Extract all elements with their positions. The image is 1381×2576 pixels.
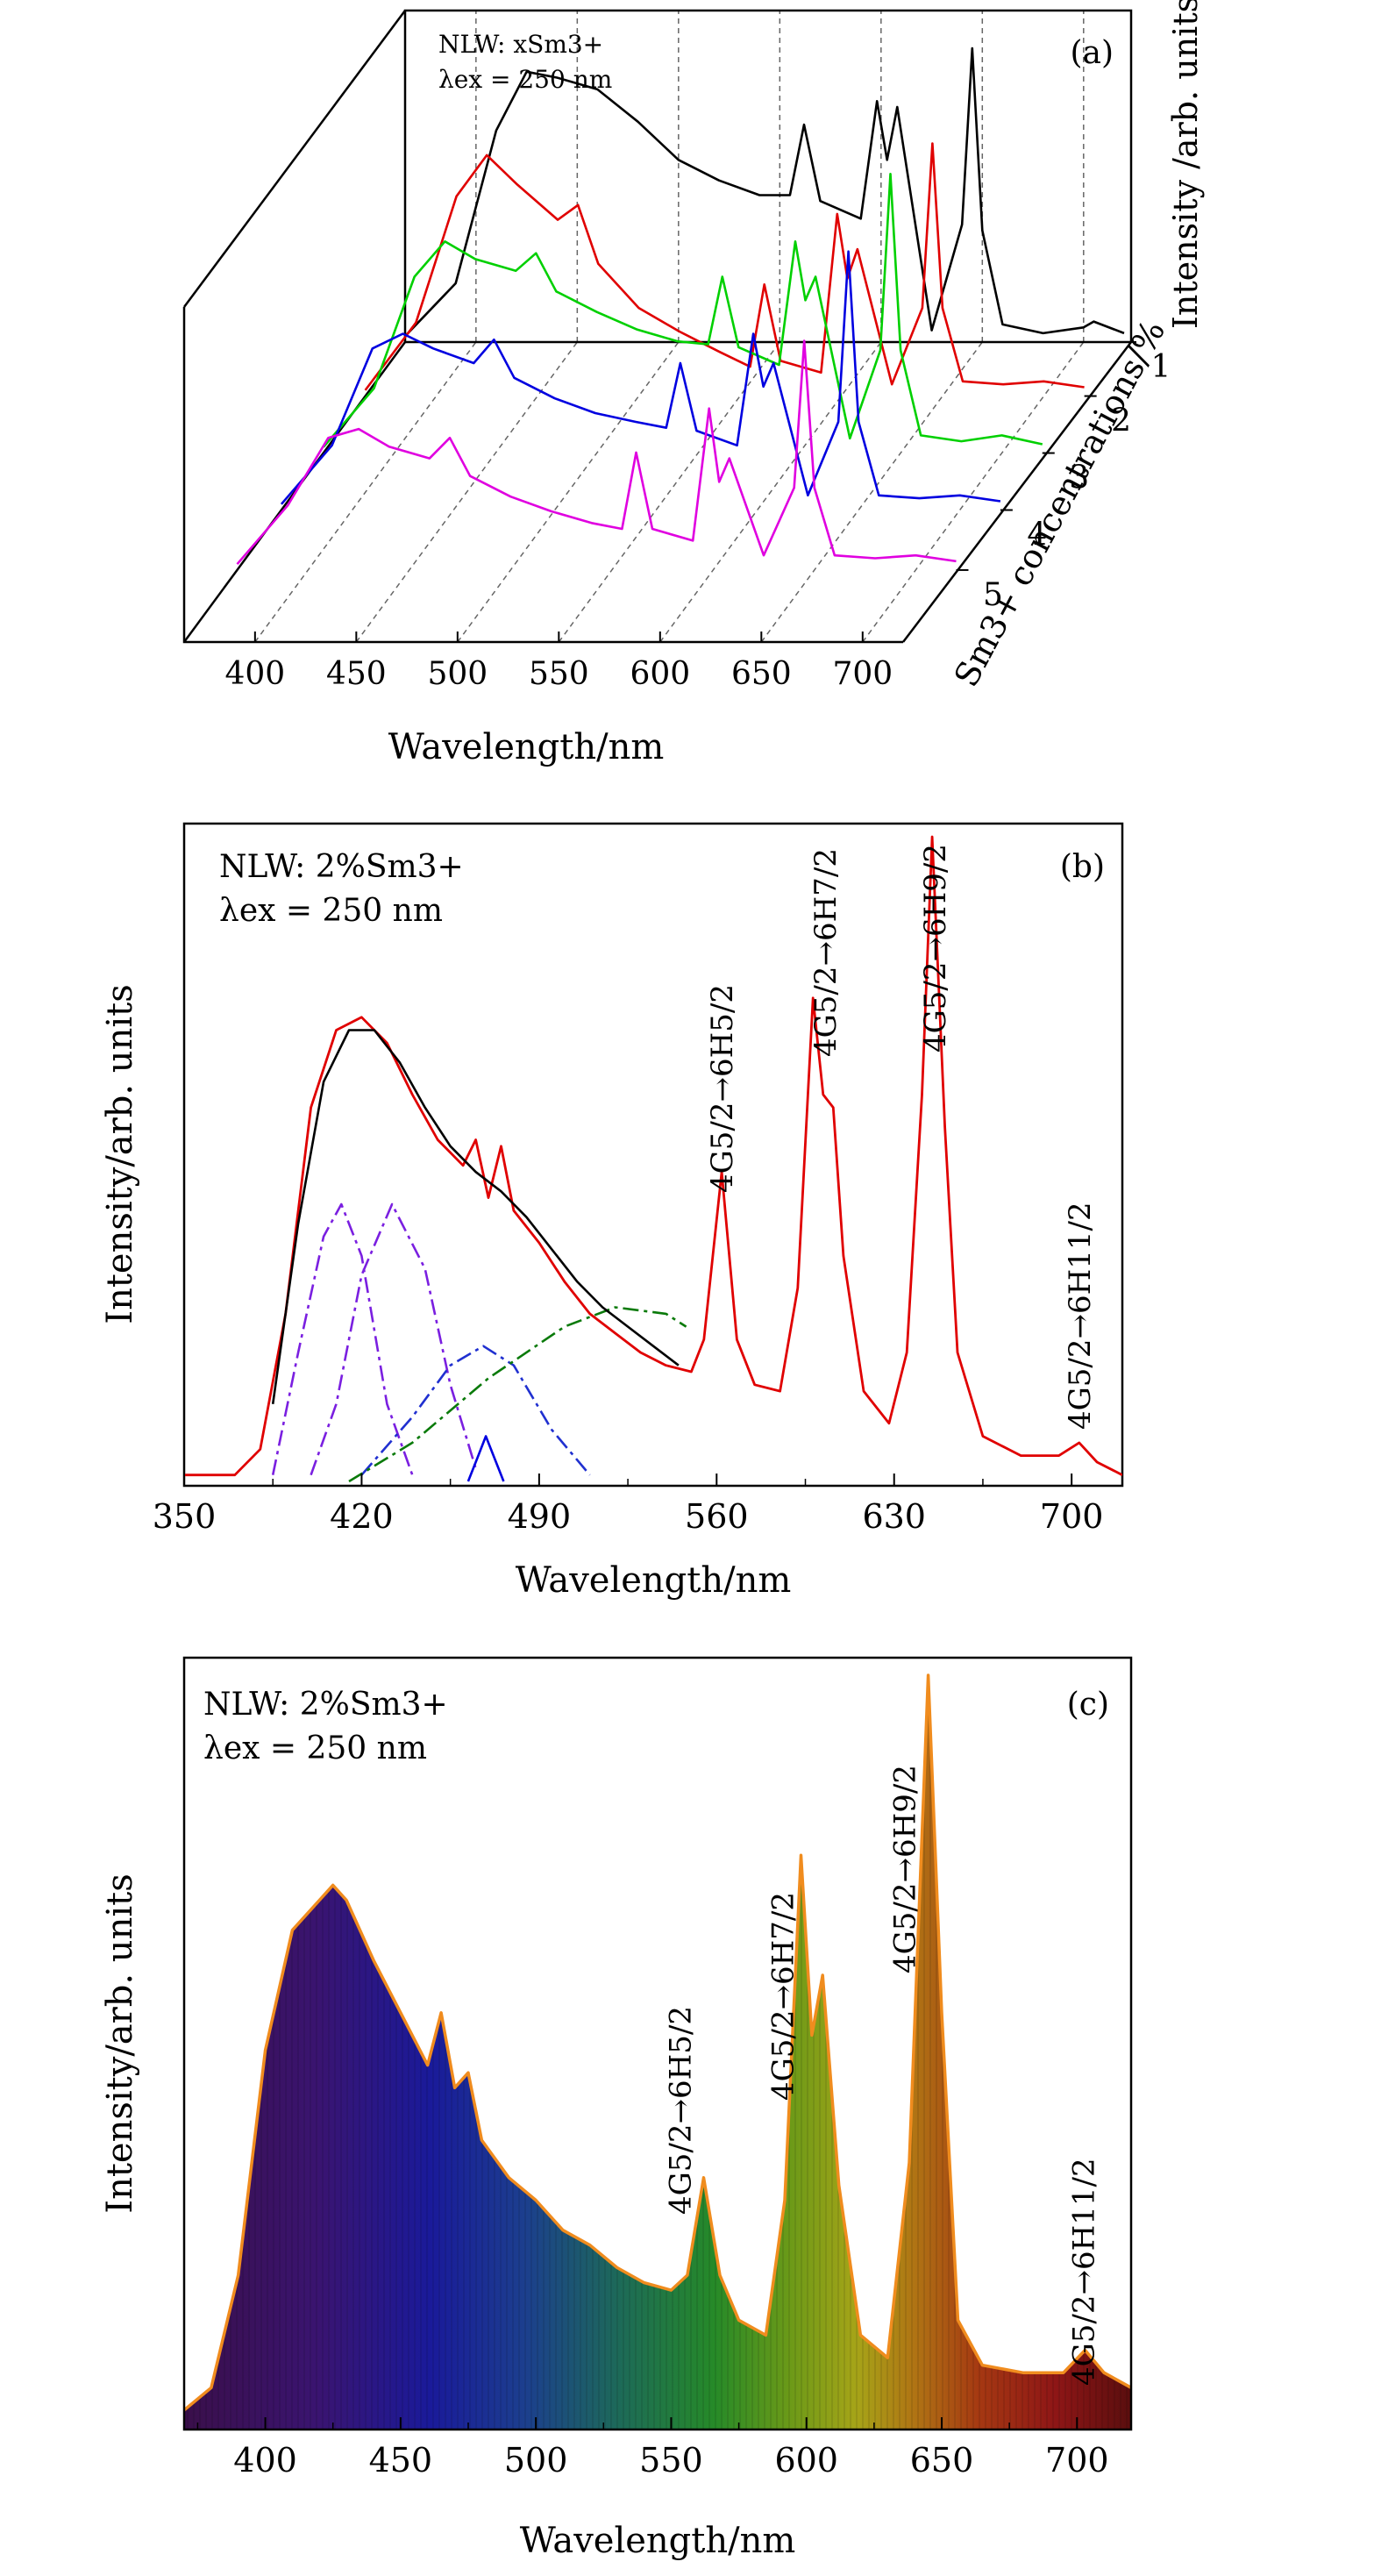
panel-b-y-axis-label: Intensity/arb. units [100,984,140,1324]
panel-b-x-tick-label: 350 [153,1497,217,1536]
panel-b-annotation-line-2: λex = 250 nm [219,893,443,929]
panel-b-x-axis-label: Wavelength/nm [516,1560,792,1601]
panel-a-x-tick-label: 550 [529,656,589,692]
panel-a-series-2 [364,142,1085,391]
panel-b-ticks: 350 420 490 560 630 700 [153,1474,1104,1536]
panel-c-x-tick-label: 600 [774,2441,838,2480]
panel-c-x-tick-label: 550 [639,2441,703,2480]
panel-b-peak-label: 4G5/2→6H11/2 [1063,1202,1098,1430]
panel-c-frame [182,1656,1133,2431]
panel-c-x-tick-label: 650 [910,2441,974,2480]
panel-c-peak-label: 4G5/2→6H11/2 [1067,2158,1102,2386]
panel-a-ticks: 400 450 500 550 600 650 700 [224,632,893,692]
panel-b-peak-label: 4G5/2→6H5/2 [705,984,740,1193]
panel-a-floor-gridline [659,341,882,643]
panel-a-x-tick-label: 600 [630,656,690,692]
panel-c-spectrum-line [184,1673,1131,2412]
panel-c-peak-label: 4G5/2→6H7/2 [766,1892,801,2101]
panel-c-label: (c) [1067,1687,1109,1723]
panel-b-x-tick-label: 560 [685,1497,749,1536]
panel-c-annotation-line-1: NLW: 2%Sm3+ [203,1687,448,1723]
panel-b-series [184,835,1122,1483]
panel-a-x-tick-label: 700 [832,656,893,692]
panel-b-annotation-line-1: NLW: 2%Sm3+ [219,849,464,885]
panel-b-x-tick-label: 490 [508,1497,572,1536]
panel-c-peak-label: 4G5/2→6H9/2 [888,1765,923,1973]
panel-c-series [184,1658,1131,2430]
panel-a-floor-gridline [355,341,578,643]
panel-a-x-tick-label: 650 [731,656,792,692]
panel-a-z-tick-label: 5 [983,577,1003,613]
panel-a-label: (a) [1070,35,1114,71]
panel-a-x-tick-label: 450 [326,656,387,692]
panel-a-series-4 [280,250,1001,505]
panel-b: 350 420 490 560 630 700 4G5/2→6H5/2 4G5/2→6H7/… [100,822,1124,1601]
panel-b-frame [182,822,1124,1488]
panel-a-floor-gridline [254,341,477,643]
panel-b-series-measured [184,835,1122,1477]
panel-a-x-tick-label: 400 [224,656,285,692]
panel-c-x-tick-label: 700 [1045,2441,1109,2480]
panel-b-series-gaussian-5 [466,1435,505,1482]
panel-a-floor-gridline [760,341,983,643]
panel-b-x-tick-label: 700 [1040,1497,1104,1536]
panel-b-series-gaussian-3 [360,1345,591,1476]
panel-c-x-axis-label: Wavelength/nm [520,2521,796,2561]
panel-a-z-tick-label: 4 [1027,517,1047,553]
panel-c-annotation-line-2: λex = 250 nm [203,1730,427,1766]
panel-a-series-3 [322,173,1043,448]
panel-c-spectrum-fill [184,1675,1131,2430]
panel-b-series-gaussian-1 [271,1202,414,1476]
panel-c-ticks: 400 450 500 550 600 650 700 [196,2417,1109,2480]
panel-c-x-tick-label: 450 [369,2441,433,2480]
panel-a-floor-gridline [558,341,780,643]
panel-b-label: (b) [1060,849,1105,885]
panel-a-series-1 [404,46,1125,338]
panel-b-series-gaussian-4 [348,1306,687,1483]
panel-b-series-fit [271,1029,680,1404]
panel-a-z-tick-label: 3 [1069,460,1089,496]
panel-b-peak-label: 4G5/2→6H7/2 [808,848,844,1057]
panel-a-z-tick-label: 1 [1151,349,1171,385]
panel-b-x-tick-label: 420 [330,1497,394,1536]
panel-a-series-5 [236,339,957,566]
panel-a-floor-gridline [457,341,680,643]
panel-a-annotation-line-2: λex = 250 nm [438,65,612,94]
panel-a-x-axis-label: Wavelength/nm [388,727,665,767]
panel-a-frame [182,9,1133,644]
panel-c-y-axis-label: Intensity/arb. units [100,1873,140,2213]
panel-a-floor-gridline [862,341,1085,643]
panel-c-x-tick-label: 500 [504,2441,568,2480]
panel-c-peak-labels: 4G5/2→6H5/2 4G5/2→6H7/2 4G5/2→6H9/2 4G5/2→6… [664,1765,1102,2386]
panel-b-x-tick-label: 630 [862,1497,926,1536]
panel-c-peak-label: 4G5/2→6H5/2 [664,2006,699,2215]
panel-a-x-tick-label: 500 [427,656,488,692]
panel-a-z-axis-label: Sm3+ concentrations/% [947,314,1173,693]
panel-c-mask [184,1658,1131,2410]
panel-b-series-gaussian-2 [310,1202,477,1476]
panel-a-y-axis-label: Intensity /arb. units [1166,0,1205,329]
panel-c: 400 450 500 550 600 650 700 4G5/2→6H5/24G5/2→6… [100,1656,1133,2561]
panel-b-peak-labels: 4G5/2→6H5/2 4G5/2→6H7/2 4G5/2→6H9/2 4G5/2→6… [705,844,1098,1430]
panel-a-z-tick-label: 2 [1111,403,1131,439]
panel-a-series [236,46,1125,566]
panel-a-annotation-line-1: NLW: xSm3+ [438,30,603,59]
panel-b-peak-label: 4G5/2→6H9/2 [918,844,953,1053]
panel-c-x-tick-label: 400 [233,2441,297,2480]
